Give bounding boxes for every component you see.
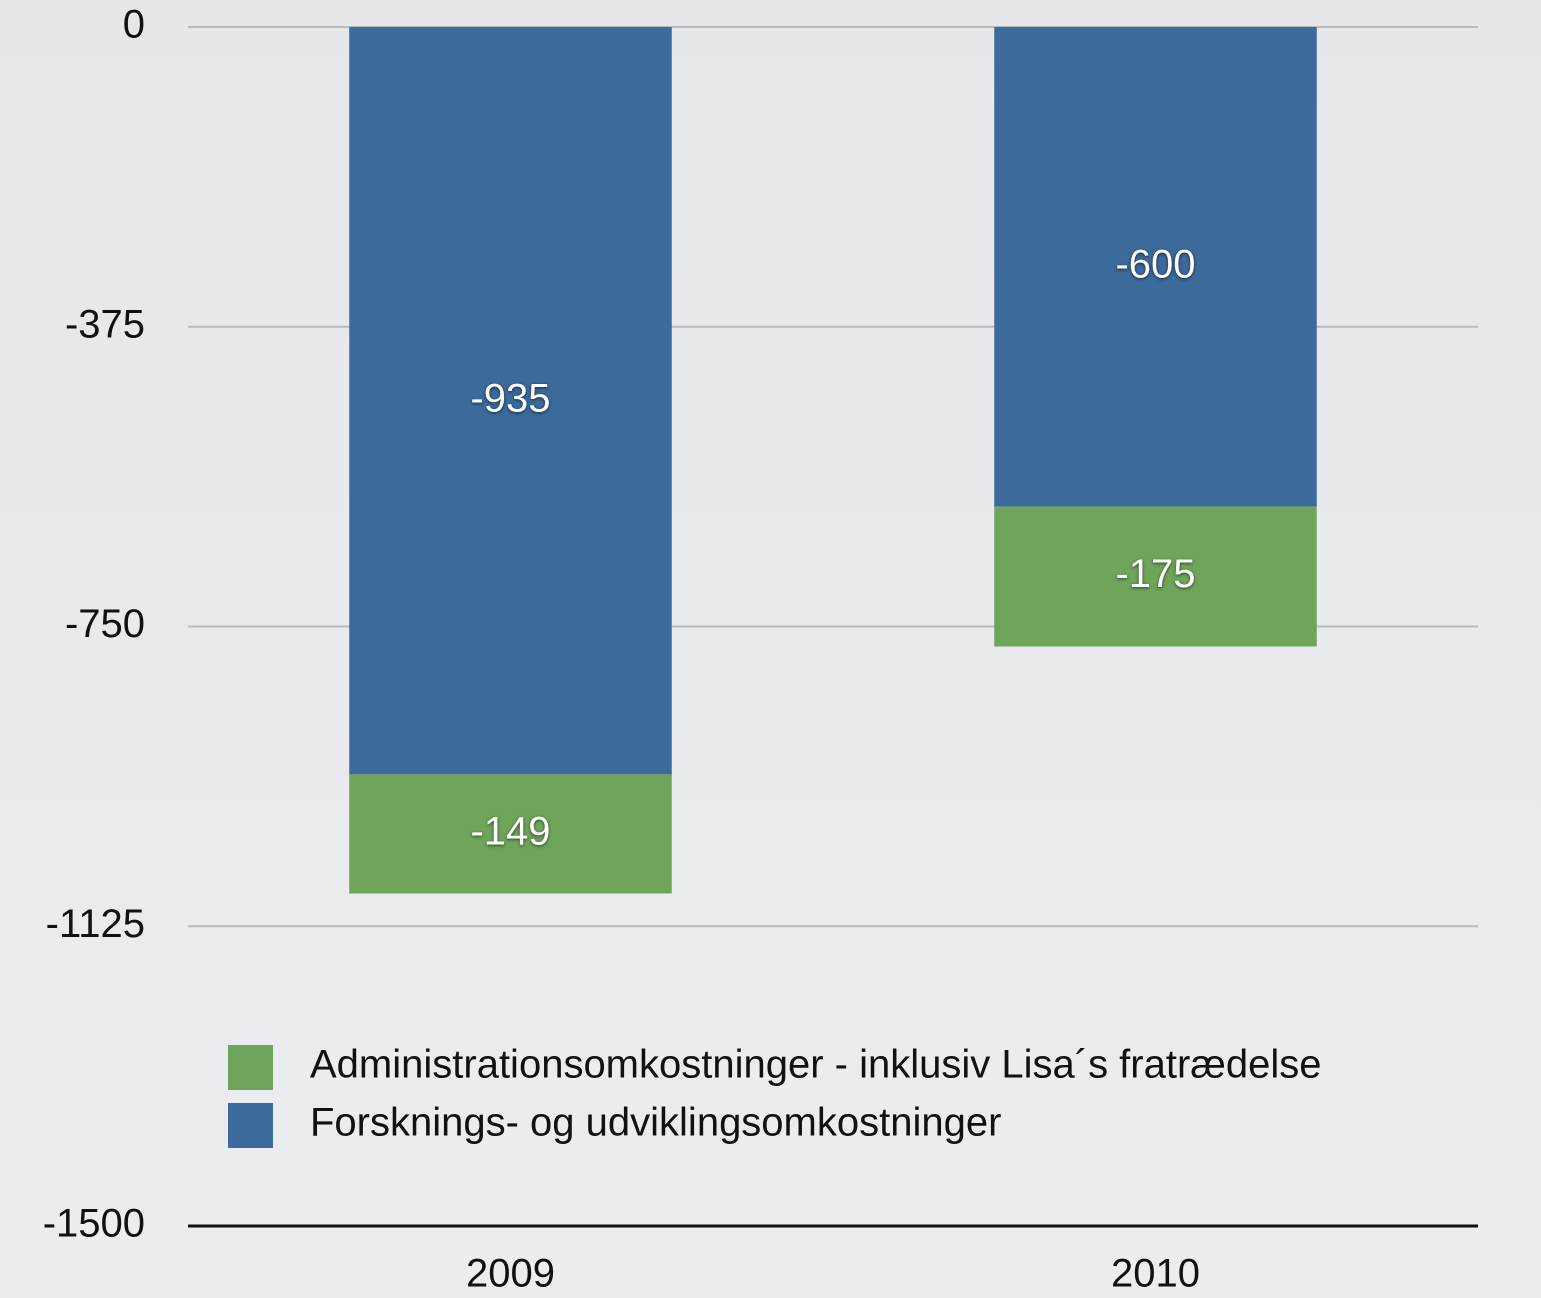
data-label: -175 (1115, 552, 1195, 596)
data-label: -935 (470, 376, 550, 420)
legend-swatch (228, 1045, 273, 1090)
bar-segment (349, 774, 672, 894)
bar-segment (994, 506, 1317, 647)
x-tick-label: 2009 (466, 1252, 555, 1296)
bar-segment (994, 27, 1317, 507)
legend-label: Forsknings- og udviklingsomkostninger (310, 1101, 1001, 1145)
y-tick-label: -1500 (43, 1202, 145, 1246)
legend-swatch (228, 1103, 273, 1148)
data-label: -149 (470, 809, 550, 853)
y-tick-label: -750 (65, 602, 145, 646)
x-tick-label: 2010 (1111, 1252, 1200, 1296)
y-tick-label: 0 (123, 3, 145, 47)
y-tick-label: -375 (65, 302, 145, 346)
data-label: -600 (1115, 242, 1195, 286)
legend-label: Administrationsomkostninger - inklusiv L… (310, 1043, 1321, 1087)
bar-segment (349, 27, 672, 775)
y-tick-label: -1125 (46, 902, 145, 946)
